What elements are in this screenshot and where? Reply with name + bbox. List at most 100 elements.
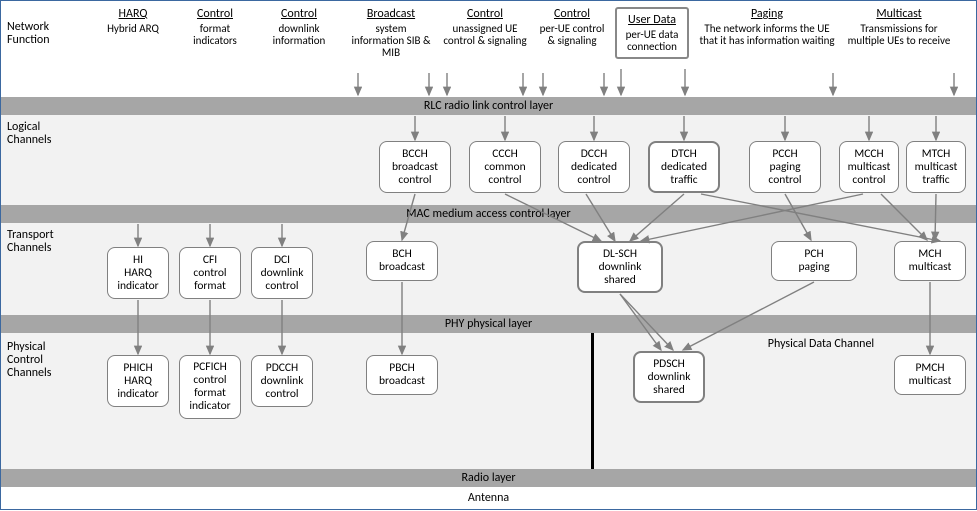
node-line: PDCCH bbox=[252, 362, 312, 375]
nf-subtitle: system information SIB & MIB bbox=[349, 23, 433, 59]
node-line: shared bbox=[635, 384, 703, 397]
node-mtch: MTCHmulticasttraffic bbox=[906, 141, 966, 193]
node-dci: DCIdownlinkcontrol bbox=[251, 247, 313, 299]
nf-subtitle: per-UE control & signaling bbox=[537, 23, 607, 47]
node-dtch: DTCHdedicatedtraffic bbox=[648, 141, 720, 193]
nf-col-ctl_ccch: Controlunassigned UE control & signaling bbox=[443, 7, 527, 47]
nf-title: Paging bbox=[697, 7, 837, 21]
physical-divider bbox=[591, 333, 594, 469]
node-line: multicast bbox=[895, 375, 965, 388]
nf-subtitle: Hybrid ARQ bbox=[97, 23, 169, 35]
node-line: downlink bbox=[579, 261, 661, 274]
node-line: control bbox=[840, 174, 898, 187]
nf-title: HARQ bbox=[97, 7, 169, 21]
node-line: paging bbox=[772, 261, 856, 274]
node-line: shared bbox=[579, 274, 661, 287]
diagram-frame: RLC radio link control layer MAC medium … bbox=[0, 0, 977, 510]
nf-subtitle: per-UE data connection bbox=[623, 29, 681, 53]
nf-col-ctl_cfi: Control format indicators bbox=[179, 7, 251, 47]
node-ccch: CCCHcommoncontrol bbox=[469, 141, 541, 193]
node-line: control bbox=[559, 174, 629, 187]
node-pcch: PCCHpagingcontrol bbox=[749, 141, 821, 193]
node-line: HARQ bbox=[108, 267, 168, 280]
node-line: downlink bbox=[252, 267, 312, 280]
node-mch: MCHmulticast bbox=[894, 241, 966, 281]
node-line: broadcast bbox=[367, 261, 437, 274]
nf-title: Control bbox=[537, 7, 607, 21]
node-pdcch: PDCCHdownlinkcontrol bbox=[251, 355, 313, 407]
nf-subtitle: Transmissions for multiple UEs to receiv… bbox=[843, 23, 955, 47]
node-line: control bbox=[180, 267, 240, 280]
node-line: indicator bbox=[180, 400, 240, 413]
node-line: traffic bbox=[650, 174, 718, 187]
nf-title: Multicast bbox=[843, 7, 955, 21]
node-dcch: DCCHdedicatedcontrol bbox=[558, 141, 630, 193]
row-label-physical: Physical Control Channels bbox=[7, 341, 75, 380]
node-line: format bbox=[180, 280, 240, 293]
node-line: DCCH bbox=[559, 148, 629, 161]
node-line: DL-SCH bbox=[579, 248, 661, 261]
node-line: multicast bbox=[840, 161, 898, 174]
node-line: paging bbox=[750, 161, 820, 174]
node-line: dedicated bbox=[559, 161, 629, 174]
band-phy: PHY physical layer bbox=[1, 315, 976, 333]
nf-subtitle: downlink information bbox=[259, 23, 339, 47]
node-line: broadcast bbox=[367, 375, 437, 388]
node-pch: PCHpaging bbox=[771, 241, 857, 281]
nf-col-userdata: User Data per-UE data connection bbox=[615, 7, 689, 59]
node-line: downlink bbox=[252, 375, 312, 388]
node-line: multicast bbox=[895, 261, 965, 274]
node-line: DTCH bbox=[650, 148, 718, 161]
node-line: broadcast bbox=[380, 161, 450, 174]
nf-title: Control bbox=[179, 7, 251, 21]
nf-col-ctl_dcch: Control per-UE control & signaling bbox=[537, 7, 607, 47]
nf-title: Control bbox=[259, 7, 339, 21]
band-antenna: Antenna bbox=[1, 487, 976, 509]
node-cfi: CFIcontrolformat bbox=[179, 247, 241, 299]
nf-subtitle: The network informs the UE that it has i… bbox=[697, 23, 837, 47]
nf-col-ctl_dci: Control downlink information bbox=[259, 7, 339, 47]
node-line: DCI bbox=[252, 254, 312, 267]
node-line: multicast bbox=[907, 161, 965, 174]
node-line: dedicated bbox=[650, 161, 718, 174]
node-pcfich: PCFICHcontrolformatindicator bbox=[179, 355, 241, 419]
nf-title: User Data bbox=[623, 13, 681, 27]
node-line: control bbox=[252, 280, 312, 293]
node-pdsch: PDSCHdownlinkshared bbox=[633, 351, 705, 403]
node-line: indicator bbox=[108, 280, 168, 293]
row-label-nf: Network Function bbox=[7, 21, 75, 47]
band-mac: MAC medium access control layer bbox=[1, 205, 976, 223]
node-line: MCCH bbox=[840, 148, 898, 161]
band-radio: Radio layer bbox=[1, 469, 976, 487]
node-bcch: BCCHbroadcastcontrol bbox=[379, 141, 451, 193]
row-label-transport: Transport Channels bbox=[7, 229, 75, 255]
nf-subtitle: format indicators bbox=[179, 23, 251, 47]
node-line: BCCH bbox=[380, 148, 450, 161]
nf-col-harq: HARQ Hybrid ARQ bbox=[97, 7, 169, 35]
node-line: control bbox=[470, 174, 540, 187]
node-hi: HIHARQindicator bbox=[107, 247, 169, 299]
node-line: traffic bbox=[907, 174, 965, 187]
node-line: common bbox=[470, 161, 540, 174]
node-line: HI bbox=[108, 254, 168, 267]
node-line: control bbox=[750, 174, 820, 187]
node-mcch: MCCHmulticastcontrol bbox=[839, 141, 899, 193]
nf-col-broadcast: Broadcast system information SIB & MIB bbox=[349, 7, 433, 59]
node-bch: BCHbroadcast bbox=[366, 241, 438, 281]
node-line: PHICH bbox=[108, 362, 168, 375]
nf-title: Broadcast bbox=[349, 7, 433, 21]
nf-col-paging: Paging The network informs the UE that it… bbox=[697, 7, 837, 47]
node-phich: PHICHHARQindicator bbox=[107, 355, 169, 407]
node-pmch: PMCHmulticast bbox=[894, 355, 966, 395]
node-line: control bbox=[252, 388, 312, 401]
nf-col-multicast: Multicast Transmissions for multiple UEs … bbox=[843, 7, 955, 47]
node-line: MTCH bbox=[907, 148, 965, 161]
band-rlc: RLC radio link control layer bbox=[1, 97, 976, 115]
node-line: CCCH bbox=[470, 148, 540, 161]
node-dlsch: DL-SCHdownlinkshared bbox=[577, 241, 663, 293]
node-line: PDSCH bbox=[635, 358, 703, 371]
node-line: CFI bbox=[180, 254, 240, 267]
node-line: indicator bbox=[108, 388, 168, 401]
physical-data-channel-label: Physical Data Channel bbox=[721, 337, 921, 351]
nf-userdata-box: User Data per-UE data connection bbox=[615, 7, 689, 59]
